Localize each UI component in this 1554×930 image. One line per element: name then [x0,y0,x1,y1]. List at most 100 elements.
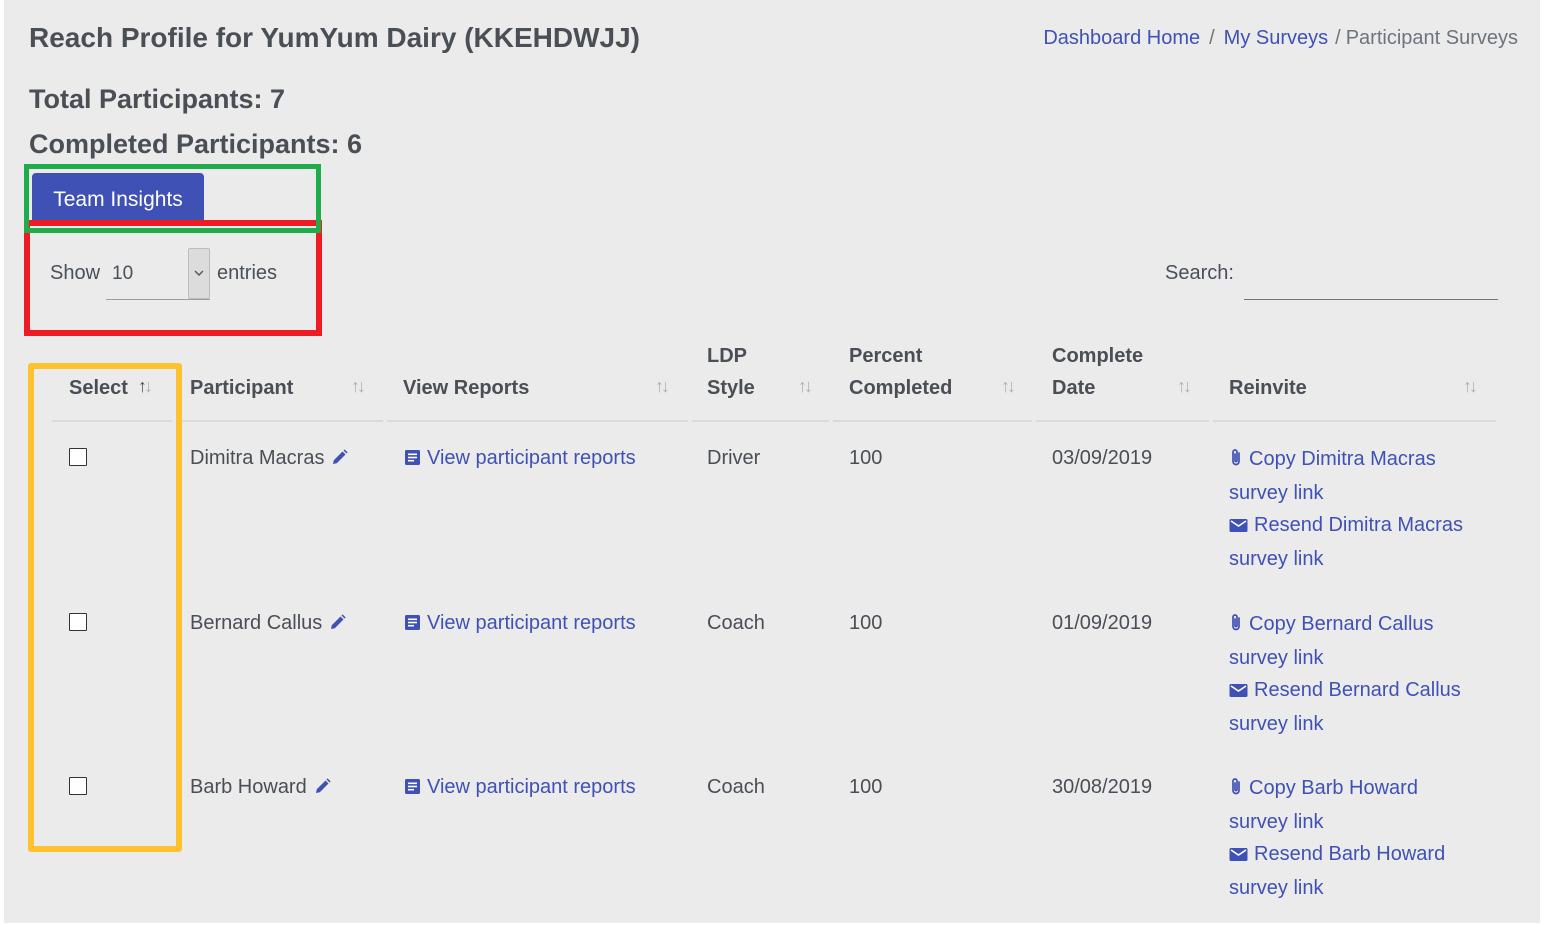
envelope-icon [1229,676,1248,708]
column-header-percent-completed[interactable]: Percent Completed [849,340,952,404]
view-participant-reports-link[interactable]: View participant reports [404,447,636,472]
entries-label: entries [217,262,278,284]
resend-survey-link[interactable]: Resend Bernard Callus survey link [1229,674,1499,740]
header-divider [176,420,383,422]
column-header-percent-line2: Completed [849,377,953,399]
participant-name: Bernard Callus [190,612,323,634]
sort-arrows-icon[interactable]: ↑↓ [1463,376,1478,396]
row-select-checkbox[interactable] [69,777,87,795]
highlight-box-green [24,164,321,233]
column-header-ldp-style-line1: LDP [707,345,747,367]
participant-name: Dimitra Macras [190,447,325,469]
ldp-style-value: Coach [707,776,765,798]
row-select-checkbox[interactable] [69,448,87,466]
team-insights-button[interactable]: Team Insights [32,173,204,224]
breadcrumb-current-page: Participant Surveys [1345,27,1518,49]
percent-completed-value: 100 [849,776,883,798]
resend-link-text: Resend Barb Howard [1254,843,1446,865]
sort-arrows-icon[interactable]: ↑↓ [1177,376,1192,396]
resend-survey-link[interactable]: Resend Dimitra Macras survey link [1229,509,1499,575]
breadcrumb-separator: / [1209,27,1215,49]
search-label: Search: [1165,262,1234,284]
copy-survey-link[interactable]: Copy Bernard Callus survey link [1229,608,1499,674]
header-divider [387,420,688,422]
column-header-select[interactable]: Select [69,377,128,399]
document-icon [404,449,421,472]
row-select-checkbox[interactable] [69,613,87,631]
total-participants-stat: Total Participants: 7 [29,84,286,114]
document-icon [404,614,421,637]
resend-link-text: Resend Bernard Callus [1254,679,1461,701]
highlight-box-red [24,220,322,336]
complete-date-value: 01/09/2019 [1052,612,1153,634]
copy-link-text: survey link [1229,647,1324,669]
completed-participants-stat: Completed Participants: 6 [29,129,363,159]
paperclip-icon [1229,774,1243,806]
sort-arrows-icon[interactable]: ↑↓ [351,376,366,396]
envelope-icon [1229,840,1248,872]
search-input[interactable] [1244,258,1498,300]
document-icon [404,778,421,801]
view-reports-label: View participant reports [427,612,636,634]
column-header-participant[interactable]: Participant [190,377,294,399]
entries-length-value: 10 [112,263,134,284]
view-participant-reports-link[interactable]: View participant reports [404,612,636,637]
copy-link-text: Copy Bernard Callus [1249,613,1434,635]
complete-date-value: 30/08/2019 [1052,776,1153,798]
column-header-view-reports[interactable]: View Reports [403,377,530,399]
pencil-icon[interactable] [314,778,331,801]
paperclip-icon [1229,610,1243,642]
column-header-date-line1: Complete [1052,345,1144,367]
breadcrumb: Dashboard Home / My Surveys / Participant Su… [1043,27,1518,50]
reinvite-links: Copy Dimitra Macras survey link Resend Di… [1229,443,1499,575]
view-participant-reports-link[interactable]: View participant reports [404,776,636,801]
breadcrumb-separator: / [1335,27,1341,49]
column-header-complete-date[interactable]: Complete Date [1052,340,1143,404]
copy-survey-link[interactable]: Copy Barb Howard survey link [1229,772,1499,838]
paperclip-icon [1229,445,1243,477]
participant-name: Barb Howard [190,776,307,798]
copy-link-text: Copy Dimitra Macras [1249,448,1436,470]
pencil-icon[interactable] [331,449,349,472]
sort-arrows-icon[interactable]: ↑↓ [1001,376,1016,396]
breadcrumb-my-surveys-link[interactable]: My Surveys [1223,27,1329,49]
resend-survey-link[interactable]: Resend Barb Howard survey link [1229,838,1499,904]
column-header-reinvite[interactable]: Reinvite [1229,377,1307,399]
column-header-ldp-style[interactable]: LDP Style [707,340,755,404]
percent-completed-value: 100 [849,447,883,469]
pencil-icon[interactable] [329,614,346,637]
column-header-percent-line1: Percent [849,345,923,367]
resend-link-text: Resend Dimitra Macras [1254,514,1463,536]
copy-link-text: survey link [1229,811,1324,833]
chevron-down-icon[interactable] [188,248,210,299]
sort-arrows-icon[interactable]: ↑↓ [798,376,813,396]
ldp-style-value: Coach [707,612,765,634]
header-divider [833,420,1032,422]
ldp-style-value: Driver [707,447,761,469]
reinvite-links: Copy Bernard Callus survey link Resend Be… [1229,608,1499,740]
header-divider [692,420,829,422]
copy-link-text: Copy Barb Howard [1249,777,1418,799]
resend-link-text: survey link [1229,548,1324,570]
sort-arrows-icon[interactable]: ↑↓ [655,376,670,396]
view-reports-label: View participant reports [427,776,636,798]
header-divider [1036,420,1209,422]
percent-completed-value: 100 [849,612,883,634]
envelope-icon [1229,511,1248,543]
highlight-box-yellow [28,363,182,852]
table-row-participant: Dimitra Macras [190,447,349,472]
breadcrumb-dashboard-home-link[interactable]: Dashboard Home [1043,27,1201,49]
main-panel [4,0,1540,923]
header-divider [52,420,172,422]
copy-survey-link[interactable]: Copy Dimitra Macras survey link [1229,443,1499,509]
sort-arrows-icon[interactable]: ↑↓ [138,376,153,396]
show-label: Show [50,262,101,284]
entries-length-select[interactable]: 10 [106,248,210,300]
resend-link-text: survey link [1229,877,1324,899]
complete-date-value: 03/09/2019 [1052,447,1153,469]
table-row-participant: Barb Howard [190,776,331,801]
reinvite-links: Copy Barb Howard survey link Resend Barb … [1229,772,1499,904]
table-row-participant: Bernard Callus [190,612,346,637]
header-divider [1213,420,1496,422]
resend-link-text: survey link [1229,713,1324,735]
